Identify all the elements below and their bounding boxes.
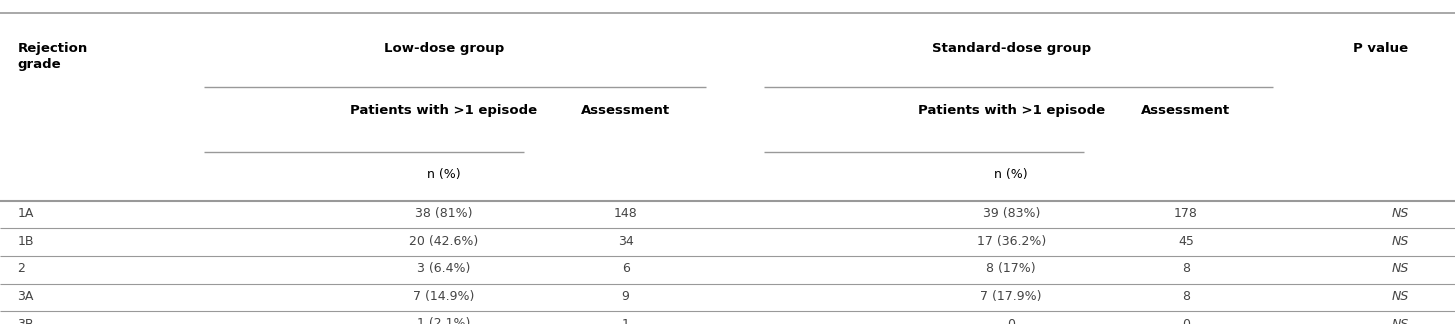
Text: Patients with >1 episode: Patients with >1 episode [351, 104, 537, 117]
Text: Patients with >1 episode: Patients with >1 episode [918, 104, 1104, 117]
Text: Low-dose group: Low-dose group [384, 42, 503, 55]
Text: 39 (83%): 39 (83%) [982, 207, 1040, 220]
Text: 3B: 3B [17, 318, 33, 324]
Text: 1B: 1B [17, 235, 33, 248]
Text: 1A: 1A [17, 207, 33, 220]
Text: 8 (17%): 8 (17%) [986, 262, 1036, 275]
Text: 9: 9 [621, 290, 630, 303]
Text: 17 (36.2%): 17 (36.2%) [976, 235, 1046, 248]
Text: 0: 0 [1007, 318, 1016, 324]
Text: NS: NS [1391, 235, 1408, 248]
Text: NS: NS [1391, 207, 1408, 220]
Text: 0: 0 [1181, 318, 1190, 324]
Text: 3A: 3A [17, 290, 33, 303]
Text: 38 (81%): 38 (81%) [415, 207, 473, 220]
Text: 7 (14.9%): 7 (14.9%) [413, 290, 474, 303]
Text: 148: 148 [614, 207, 637, 220]
Text: 6: 6 [621, 262, 630, 275]
Text: 7 (17.9%): 7 (17.9%) [981, 290, 1042, 303]
Text: n (%): n (%) [426, 168, 461, 181]
Text: 2: 2 [17, 262, 25, 275]
Text: 178: 178 [1174, 207, 1197, 220]
Text: Standard-dose group: Standard-dose group [931, 42, 1091, 55]
Text: NS: NS [1391, 290, 1408, 303]
Text: Assessment: Assessment [1141, 104, 1231, 117]
Text: NS: NS [1391, 262, 1408, 275]
Text: 3 (6.4%): 3 (6.4%) [418, 262, 470, 275]
Text: 1: 1 [621, 318, 630, 324]
Text: P value: P value [1353, 42, 1408, 55]
Text: 45: 45 [1179, 235, 1193, 248]
Text: Rejection
grade: Rejection grade [17, 42, 87, 71]
Text: 34: 34 [618, 235, 633, 248]
Text: Assessment: Assessment [581, 104, 671, 117]
Text: 20 (42.6%): 20 (42.6%) [409, 235, 479, 248]
Text: 1 (2.1%): 1 (2.1%) [418, 318, 470, 324]
Text: 8: 8 [1181, 262, 1190, 275]
Text: NS: NS [1391, 318, 1408, 324]
Text: 8: 8 [1181, 290, 1190, 303]
Text: n (%): n (%) [994, 168, 1029, 181]
